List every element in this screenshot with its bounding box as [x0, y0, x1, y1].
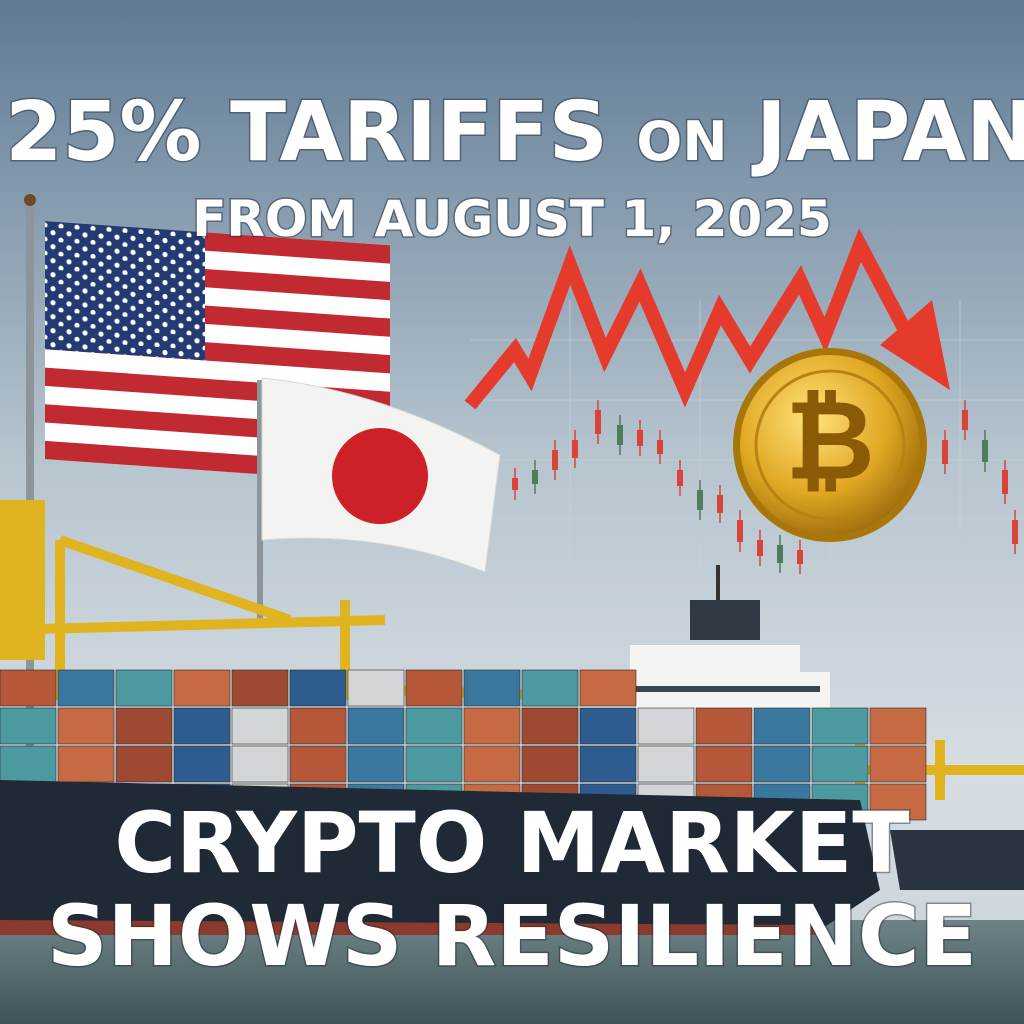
candle-body	[797, 550, 803, 564]
container	[521, 745, 579, 783]
candle-body	[1002, 470, 1008, 494]
container	[405, 707, 463, 745]
container	[57, 707, 115, 745]
container	[811, 707, 869, 745]
candle-body	[677, 470, 683, 486]
arrow-head	[880, 300, 950, 390]
container	[57, 669, 115, 707]
container	[637, 745, 695, 783]
container	[173, 745, 231, 783]
candle-body	[982, 440, 988, 462]
container	[695, 707, 753, 745]
container	[695, 745, 753, 783]
candle-body	[595, 410, 601, 434]
container	[173, 669, 231, 707]
container	[57, 745, 115, 783]
candle-body	[657, 440, 663, 454]
candle-body	[1012, 520, 1018, 544]
container	[347, 745, 405, 783]
container	[289, 745, 347, 783]
container	[579, 745, 637, 783]
container	[0, 707, 57, 745]
candle-body	[617, 425, 623, 445]
container	[173, 707, 231, 745]
container	[115, 669, 173, 707]
container	[869, 745, 927, 783]
headline-part: 25% TARIFFS	[5, 85, 608, 180]
container	[289, 669, 347, 707]
candle-body	[532, 470, 538, 484]
container	[405, 669, 463, 707]
container	[521, 669, 579, 707]
headline: 25% TARIFFS ON JAPAN	[5, 85, 1024, 180]
container	[579, 669, 637, 707]
headline-part: ON	[636, 110, 727, 173]
container	[521, 707, 579, 745]
container	[637, 707, 695, 745]
container	[347, 669, 405, 707]
container	[869, 707, 927, 745]
coin-symbol: ₿	[785, 376, 875, 504]
second-ship	[890, 830, 1024, 890]
container	[869, 783, 927, 821]
pole-top	[24, 194, 36, 206]
hull-stripe	[0, 920, 820, 935]
container	[0, 745, 57, 783]
trend-arrow	[464, 228, 912, 410]
flag-stars	[45, 221, 205, 361]
bitcoin-coin: ₿	[733, 348, 927, 542]
container	[463, 707, 521, 745]
sea	[0, 920, 1024, 1024]
container	[115, 707, 173, 745]
container	[753, 745, 811, 783]
crane-tower	[0, 500, 45, 660]
candle-body	[737, 520, 743, 542]
container	[289, 707, 347, 745]
container	[231, 745, 289, 783]
container	[0, 669, 57, 707]
container	[115, 745, 173, 783]
candle-body	[717, 495, 723, 513]
container	[463, 745, 521, 783]
subheadline: FROM AUGUST 1, 2025	[192, 190, 832, 248]
container	[231, 669, 289, 707]
container	[405, 745, 463, 783]
footer-line: CRYPTO MARKET	[114, 794, 909, 892]
candle-body	[757, 540, 763, 556]
ship-hull	[0, 780, 880, 930]
market-chart	[464, 228, 1024, 580]
japan-sun	[332, 428, 428, 524]
container	[811, 745, 869, 783]
candle-body	[697, 490, 703, 510]
container	[579, 707, 637, 745]
container	[231, 707, 289, 745]
candle-body	[637, 430, 643, 446]
container	[753, 707, 811, 745]
candle-body	[962, 410, 968, 430]
candle-body	[512, 478, 518, 490]
headline-part: JAPAN	[751, 85, 1024, 180]
candle-body	[777, 545, 783, 563]
candle-body	[552, 450, 558, 470]
candle-body	[572, 440, 578, 458]
footer-line: SHOWS RESILIENCE	[47, 887, 977, 985]
container	[463, 669, 521, 707]
container	[347, 707, 405, 745]
candle-body	[942, 440, 948, 464]
